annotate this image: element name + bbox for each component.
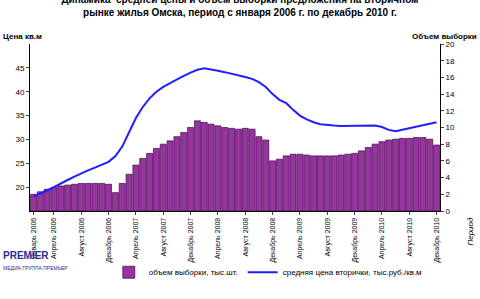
svg-text:35: 35	[15, 111, 24, 120]
svg-text:0: 0	[446, 207, 451, 216]
svg-text:10: 10	[446, 123, 455, 132]
svg-text:16: 16	[446, 73, 455, 82]
svg-text:40: 40	[15, 88, 24, 97]
svg-text:20: 20	[446, 40, 455, 49]
svg-text:Август 2007: Август 2007	[160, 218, 168, 257]
svg-text:18: 18	[446, 57, 455, 66]
svg-text:Август 2008: Август 2008	[242, 218, 250, 257]
svg-text:Апрель 2009: Апрель 2009	[296, 218, 304, 259]
svg-text:45: 45	[15, 64, 24, 73]
svg-text:PREMIER: PREMIER	[3, 250, 49, 261]
svg-text:Декабрь 2007: Декабрь 2007	[187, 218, 195, 263]
svg-text:Апрель 2008: Апрель 2008	[214, 218, 222, 259]
svg-text:МЕДИА ГРУППА ПРЕМЬЕР: МЕДИА ГРУППА ПРЕМЬЕР	[3, 265, 68, 271]
svg-text:Объем выборки: Объем выборки	[412, 32, 477, 41]
svg-text:4: 4	[446, 173, 451, 182]
svg-text:Январь 2006: Январь 2006	[30, 218, 38, 260]
svg-text:30: 30	[15, 135, 24, 144]
svg-text:20: 20	[15, 183, 24, 192]
svg-text:2: 2	[446, 190, 451, 199]
svg-text:Период: Период	[466, 217, 475, 246]
svg-text:6: 6	[446, 157, 451, 166]
svg-text:12: 12	[446, 107, 455, 116]
svg-text:8: 8	[446, 140, 451, 149]
svg-text:Декабрь 2009: Декабрь 2009	[351, 218, 359, 263]
svg-text:средняя цена вторички, тыс.руб: средняя цена вторички, тыс.руб./кв.м	[283, 268, 422, 277]
svg-text:Декабрь 2006: Декабрь 2006	[105, 218, 113, 263]
svg-text:Цена кв.м: Цена кв.м	[3, 32, 42, 41]
svg-text:объем выборки, тыс.шт.: объем выборки, тыс.шт.	[149, 268, 238, 277]
svg-text:Декабрь 2008: Декабрь 2008	[269, 218, 277, 263]
svg-text:Декабрь 2010: Декабрь 2010	[433, 218, 441, 263]
svg-text:Август 2010: Август 2010	[406, 218, 414, 257]
svg-text:Апрель 2007: Апрель 2007	[132, 218, 140, 259]
svg-text:25: 25	[15, 159, 24, 168]
svg-text:Динамика средней цены и объем: Динамика средней цены и объем выборки пр…	[61, 0, 418, 18]
svg-text:Апрель 2006: Апрель 2006	[50, 218, 58, 259]
svg-text:Август 2009: Август 2009	[324, 218, 332, 257]
svg-text:Апрель 2010: Апрель 2010	[378, 218, 386, 259]
svg-text:14: 14	[446, 90, 455, 99]
svg-text:Август 2006: Август 2006	[78, 218, 86, 257]
